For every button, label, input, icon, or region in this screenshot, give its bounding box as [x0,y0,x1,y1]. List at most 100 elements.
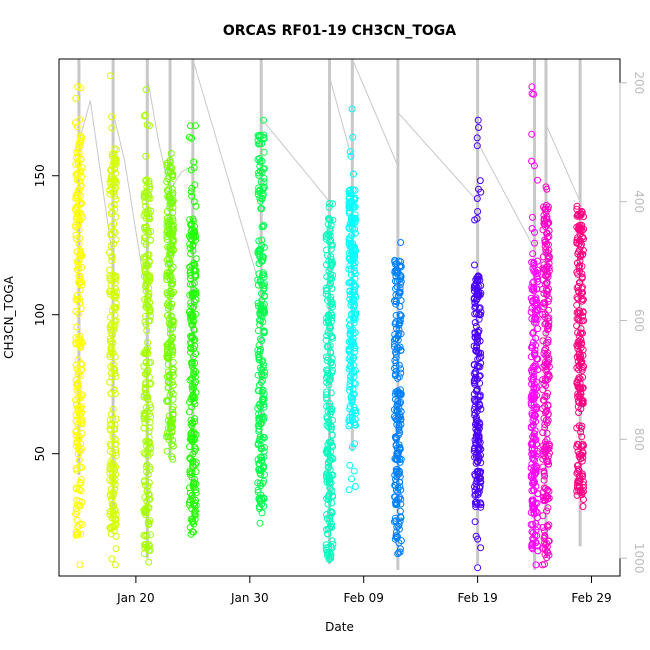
x-axis: Jan 20 Jan 30 Feb 09 Feb 19 Feb 29 [116,575,612,605]
y2-tick-label: 1000 [632,543,646,574]
data-point [142,253,150,261]
data-point [255,427,263,435]
data-point [473,414,480,421]
data-point [191,511,199,519]
data-point [540,415,548,422]
data-point [533,384,541,392]
data-point [166,330,174,337]
data-point [544,255,552,263]
data-point [258,236,266,244]
data-point [111,184,119,192]
data-point [397,365,405,373]
data-point [471,329,479,336]
data-point [142,152,150,160]
data-point [165,222,173,230]
data-point [474,277,482,285]
data-point [324,407,332,415]
data-point [392,486,400,494]
data-point [187,455,195,463]
data-point [351,211,359,219]
data-point [111,291,119,299]
data-point [144,445,152,453]
data-point [76,177,84,185]
data-point [544,326,551,334]
data-point [260,273,268,281]
data-point [539,442,547,450]
data-point [574,479,581,487]
data-point [528,440,536,448]
data-point [167,273,175,281]
data-point [259,269,267,277]
data-point [473,195,481,202]
data-point [350,467,358,475]
data-point [394,484,402,492]
data-point [539,544,546,552]
data-point [532,440,540,448]
data-point [73,501,81,509]
data-point [397,263,405,271]
data-point [165,354,173,362]
data-point [146,122,153,130]
data-point [325,377,333,385]
data-point [146,215,154,223]
data-point [169,403,177,411]
data-point [77,248,84,256]
data-point [544,297,552,305]
data-point [545,460,553,468]
data-point [258,372,266,380]
data-point [531,239,538,247]
transit-line-6 [260,118,330,202]
data-point [111,440,119,448]
data-point [254,190,262,198]
data-point [575,366,583,374]
data-point [347,420,355,428]
data-point [186,484,193,492]
data-point [141,509,149,516]
data-point [77,278,85,286]
data-point [395,321,403,329]
data-point [187,433,195,441]
data-point [164,193,172,200]
data-point [260,327,268,335]
data-point [142,223,150,231]
data-point [545,314,553,322]
data-point [473,429,481,437]
data-point [576,253,584,261]
data-point [345,254,353,262]
data-point [111,305,119,313]
data-point [169,317,177,325]
data-point [475,273,483,281]
data-point [106,476,114,484]
data-point [345,355,353,363]
data-point [324,230,332,238]
data-point [76,279,84,287]
data-point [530,373,538,380]
data-point [142,241,150,248]
data-point [396,458,404,466]
data-point [164,432,172,440]
data-point [473,477,481,485]
data-point [577,424,585,432]
data-point [107,287,115,295]
data-point [146,531,154,539]
data-point [143,544,151,552]
data-point [74,83,82,91]
data-point [527,294,535,302]
data-point [147,236,154,244]
data-point [107,390,115,397]
x-axis-label: Date [325,620,354,634]
data-point [347,186,355,194]
data-point [258,376,266,384]
flight-series-13 [573,202,588,510]
data-point [144,251,152,259]
data-point [106,249,114,256]
flight-series-1 [72,83,86,569]
data-point [78,445,85,453]
data-point [74,266,81,274]
data-point [76,169,84,177]
data-point [322,353,330,361]
data-point [167,325,174,333]
data-point [396,548,404,556]
data-point [255,401,263,409]
data-point [349,329,357,337]
